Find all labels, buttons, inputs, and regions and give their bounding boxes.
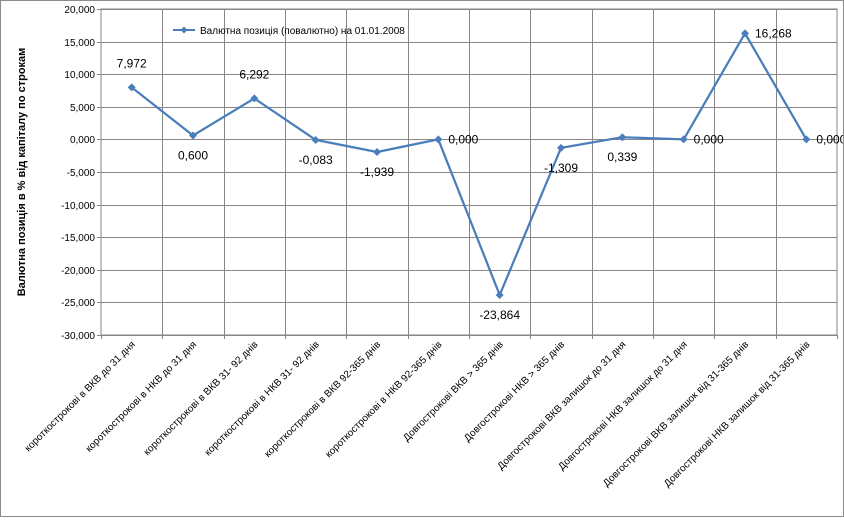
data-label: 0,000 bbox=[448, 132, 478, 146]
data-label: 16,268 bbox=[755, 26, 792, 40]
data-label: 0,000 bbox=[694, 132, 724, 146]
y-axis-label: Валютна позиція в % від капіталу по стро… bbox=[16, 48, 28, 297]
data-point bbox=[618, 133, 627, 142]
data-label: 0,600 bbox=[178, 148, 208, 162]
y-tick-label: -5,000 bbox=[67, 168, 96, 179]
data-point bbox=[802, 135, 811, 144]
data-point bbox=[189, 131, 197, 140]
data-point bbox=[311, 135, 320, 144]
y-tick-label: -30,000 bbox=[61, 331, 95, 342]
x-tick-label: короткострокові в ВКВ 31- 92 днів bbox=[142, 339, 261, 458]
data-point bbox=[250, 94, 259, 103]
data-label: 6,292 bbox=[239, 67, 269, 81]
y-tick-label: 0,000 bbox=[70, 135, 95, 146]
y-tick-label: -10,000 bbox=[61, 201, 95, 212]
x-tick-label: Довгострокові ВКВ залишок до 31 дня bbox=[496, 339, 629, 472]
y-tick-label: -15,000 bbox=[61, 233, 95, 244]
data-point bbox=[557, 143, 565, 152]
x-tick-label: короткострокові в НКВ 31- 92 днів bbox=[203, 339, 322, 458]
data-point bbox=[679, 135, 688, 144]
legend-label: Валютна позиція (повалютно) на 01.01.200… bbox=[200, 26, 405, 37]
series-line bbox=[131, 32, 808, 297]
data-label: 7,972 bbox=[117, 56, 147, 70]
data-point bbox=[373, 148, 381, 157]
data-label: 0,000 bbox=[816, 132, 843, 146]
legend-marker bbox=[180, 26, 188, 34]
data-label: -0,083 bbox=[299, 153, 333, 167]
y-tick-label: 20,000 bbox=[64, 5, 95, 16]
data-point bbox=[495, 290, 504, 299]
data-point bbox=[434, 135, 443, 144]
data-label: -1,939 bbox=[360, 165, 394, 179]
y-tick-label: -25,000 bbox=[61, 298, 95, 309]
legend: Валютна позиція (повалютно) на 01.01.200… bbox=[173, 26, 405, 37]
x-tick-label: Довгострокові ВКВ > 365 днів bbox=[401, 339, 505, 443]
y-tick-label: -20,000 bbox=[61, 266, 95, 277]
x-tick-label: Довгострокові НКВ > 365 днів bbox=[462, 339, 567, 444]
y-tick-label: 15,000 bbox=[64, 38, 95, 49]
data-label: 0,339 bbox=[607, 150, 637, 164]
x-tick-label: Довгострокові НКВ залишок від 31-365 дні… bbox=[662, 339, 812, 489]
data-point bbox=[741, 29, 749, 38]
y-tick-label: 5,000 bbox=[70, 103, 95, 114]
x-tick-label: короткострокові в ВКВ 92-365 днів bbox=[263, 339, 384, 460]
y-tick-label: 10,000 bbox=[64, 70, 95, 81]
data-label: -1,309 bbox=[544, 161, 578, 175]
data-point bbox=[127, 83, 136, 92]
x-tick-label: короткострокові в ВКВ до 31 дня bbox=[23, 339, 138, 454]
x-tick-label: короткострокові в НКВ до 31 дня bbox=[84, 339, 199, 454]
data-label: -23,864 bbox=[479, 308, 520, 322]
x-tick-label: Довгострокові НКВ залишок до 31 дня bbox=[557, 339, 690, 472]
x-tick-label: короткострокові в НКВ 92-365 днів bbox=[324, 339, 445, 460]
